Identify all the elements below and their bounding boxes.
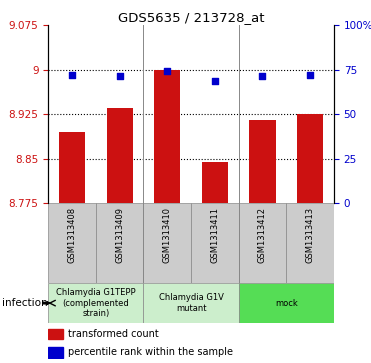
Bar xyxy=(297,114,323,203)
Bar xyxy=(48,283,144,323)
Text: mock: mock xyxy=(275,299,298,307)
Point xyxy=(259,73,265,79)
Title: GDS5635 / 213728_at: GDS5635 / 213728_at xyxy=(118,11,264,24)
Text: GSM1313412: GSM1313412 xyxy=(258,207,267,263)
Bar xyxy=(249,120,276,203)
Bar xyxy=(96,203,144,283)
Point xyxy=(212,78,218,83)
Bar xyxy=(144,203,191,283)
Point xyxy=(164,68,170,74)
Bar xyxy=(48,347,63,358)
Bar xyxy=(106,109,133,203)
Bar xyxy=(286,203,334,283)
Bar xyxy=(154,70,180,203)
Text: GSM1313408: GSM1313408 xyxy=(68,207,76,264)
Bar xyxy=(48,203,96,283)
Bar xyxy=(48,329,63,339)
Bar xyxy=(202,162,228,203)
Point xyxy=(116,73,122,79)
Bar xyxy=(144,283,239,323)
Bar xyxy=(191,203,239,283)
Text: GSM1313413: GSM1313413 xyxy=(306,207,315,264)
Text: GSM1313411: GSM1313411 xyxy=(210,207,219,263)
Bar xyxy=(59,132,85,203)
Text: percentile rank within the sample: percentile rank within the sample xyxy=(68,347,233,357)
Text: transformed count: transformed count xyxy=(68,329,159,339)
Bar xyxy=(239,283,334,323)
Text: infection: infection xyxy=(2,298,47,308)
Text: Chlamydia G1V
mutant: Chlamydia G1V mutant xyxy=(159,293,223,313)
Text: Chlamydia G1TEPP
(complemented
strain): Chlamydia G1TEPP (complemented strain) xyxy=(56,288,136,318)
Text: GSM1313410: GSM1313410 xyxy=(163,207,172,263)
Point xyxy=(69,72,75,78)
Text: GSM1313409: GSM1313409 xyxy=(115,207,124,263)
Bar xyxy=(239,203,286,283)
Point xyxy=(307,72,313,78)
